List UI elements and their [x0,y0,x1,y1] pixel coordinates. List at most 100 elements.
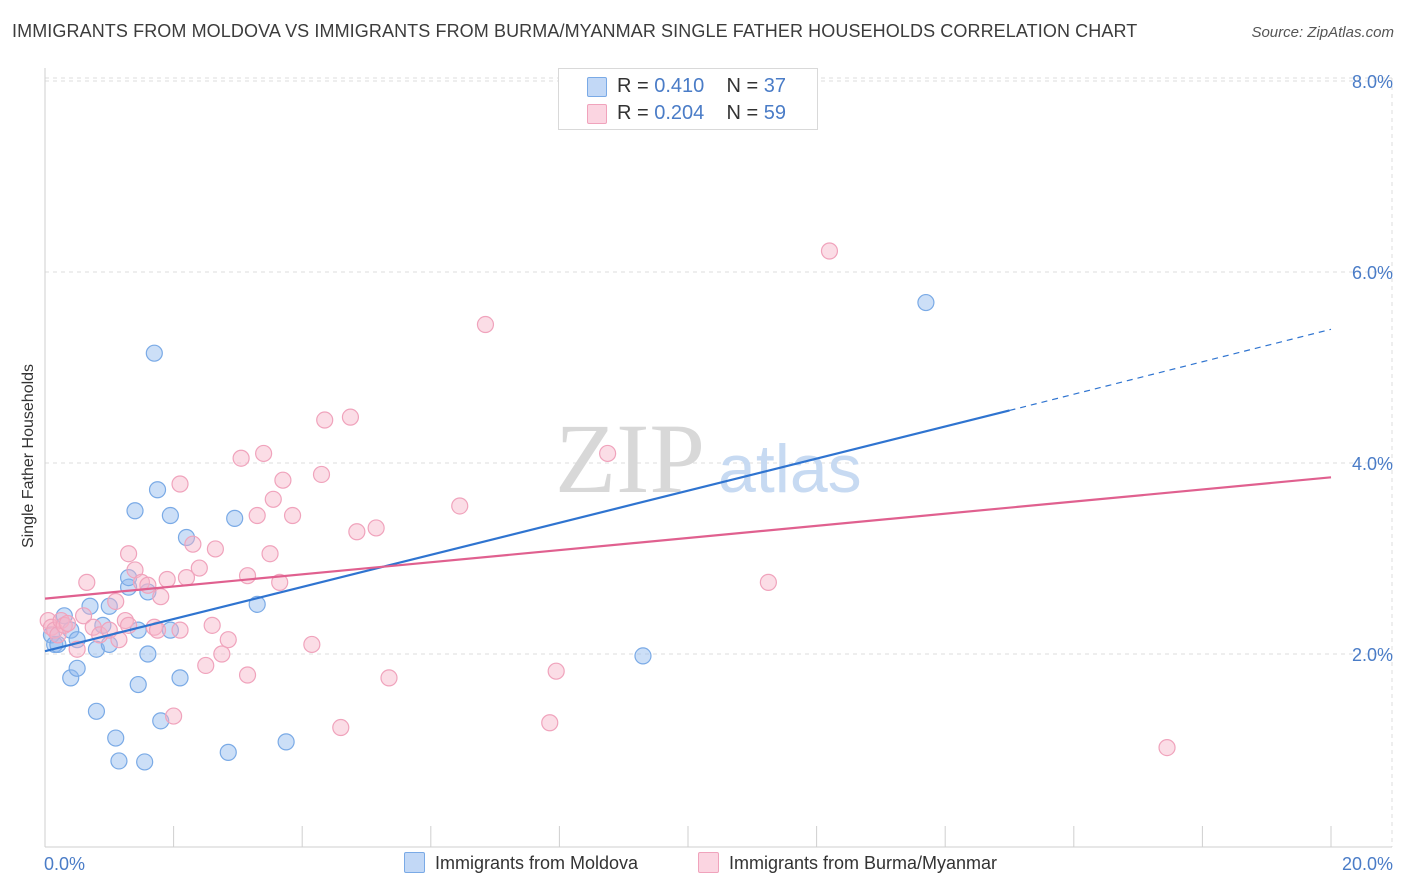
moldova-point [139,645,157,663]
moldova-point [634,647,652,665]
y-tick-label: 6.0% [1352,263,1393,283]
moldova-point [145,344,163,362]
burma-point [158,570,176,589]
moldova-point [148,481,167,499]
burma-point [283,506,302,525]
moldova-point [62,669,80,687]
burma-point [316,411,334,429]
burma-point [274,471,292,489]
legend-box: R = 0.410 N = 37 R = 0.204 N = 59 [558,68,818,130]
moldova-point [87,702,106,720]
burma-point [171,621,189,639]
legend-swatch-burma [587,104,607,124]
moldova-point [219,743,237,761]
burma-point [248,506,266,525]
legend-n-label: N = [726,75,759,97]
legend-r-value: 0.204 [654,102,705,124]
burma-point [759,573,777,591]
burma-point [341,408,360,426]
burma-point [206,540,224,558]
burma-point [119,545,138,563]
burma-point [139,576,157,594]
moldova-point [68,659,86,677]
legend-r-label: R = [617,102,649,124]
burma-point [213,645,231,663]
burma-point [49,626,67,644]
moldova-point [107,729,125,747]
burma-point [165,707,183,725]
watermark-zip: ZIP [555,403,705,514]
bottom-legend-swatch-moldova [404,852,425,873]
legend-r-value: 0.410 [654,75,705,97]
burma-point [255,444,273,463]
moldova-point [171,669,189,687]
moldova-trend-extension [1009,328,1332,412]
moldova-point [81,597,99,615]
moldova-point [152,712,170,730]
axes [44,68,1392,848]
x-tick-label-max: 20.0% [1342,854,1393,874]
burma-point [203,616,221,634]
moldova-point [177,528,196,547]
burma-point [116,611,134,630]
burma-point [271,573,289,591]
burma-trend-line [44,476,1332,600]
burma-point [238,567,257,585]
x-tick-label-min: 0.0% [44,854,85,874]
bottom-legend-burma: Immigrants from Burma/Myanmar [698,852,997,874]
burma-point [107,592,125,611]
moldova-trend-line [44,409,1010,653]
burma-point [348,523,366,541]
burma-point [547,662,565,680]
burma-point [78,573,96,591]
burma-point [264,490,282,508]
bottom-legend-label-moldova: Immigrants from Moldova [435,853,639,873]
burma-point [332,718,350,737]
burma-point [380,669,398,687]
series-burma [39,242,1176,757]
watermark-atlas: atlas [718,431,862,507]
moldova-point [248,595,266,613]
y-tick-label: 4.0% [1352,454,1393,474]
burma-point [184,535,202,553]
series-moldova [42,293,935,771]
y-tick-label: 8.0% [1352,72,1393,92]
chart-title: IMMIGRANTS FROM MOLDOVA VS IMMIGRANTS FR… [12,21,1138,41]
y-tick-label: 2.0% [1352,645,1393,665]
burma-point [232,449,250,467]
burma-point [312,465,331,484]
moldova-point [161,506,179,525]
burma-point [1158,738,1176,757]
burma-point [541,714,559,732]
burma-point [261,545,279,563]
moldova-point [126,502,144,520]
trend-lines [44,328,1332,653]
burma-point [599,444,617,463]
bottom-legend-label-burma: Immigrants from Burma/Myanmar [729,853,998,873]
moldova-point [226,509,244,527]
legend-n-value: 37 [763,75,787,97]
legend-swatch-moldova [587,77,607,97]
legend-n-label: N = [726,102,759,124]
burma-point [303,635,321,654]
burma-point [197,656,215,675]
bottom-legend-moldova: Immigrants from Moldova [404,852,638,874]
burma-point [58,614,77,633]
y-axis-label: Single Father Households [20,363,37,549]
burma-point [190,559,208,577]
legend-r-label: R = [617,75,649,97]
burma-point [219,631,237,649]
source-label: Source: ZipAtlas.com [1251,24,1394,41]
burma-point [451,497,469,515]
tick-labels: 2.0% 4.0% 6.0% 8.0% 0.0% 20.0% [44,72,1393,874]
watermark: ZIP atlas [555,403,862,514]
moldova-point [87,640,106,658]
moldova-point [136,753,154,771]
burma-point [238,666,257,684]
moldova-point [129,675,147,694]
burma-point [476,315,495,334]
bottom-legend-swatch-burma [698,852,719,873]
grid-lines [45,77,1393,847]
moldova-point [917,293,935,312]
